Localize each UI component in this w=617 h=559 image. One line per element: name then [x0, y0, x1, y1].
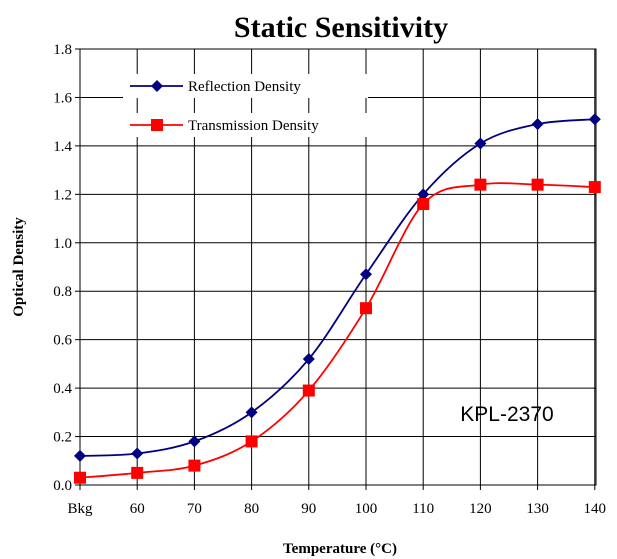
x-tick-label: 100 [355, 501, 378, 517]
data-point [245, 435, 258, 448]
data-point [474, 137, 487, 150]
series-line [79, 182, 595, 479]
data-point [360, 268, 372, 281]
y-axis-title: Optical Density [11, 217, 27, 317]
legend-label: Reflection Density [188, 79, 301, 95]
y-tick-label: 0.4 [53, 381, 72, 397]
chart-title: Static Sensitivity [234, 11, 448, 44]
x-tick-label: 70 [187, 501, 202, 517]
data-point [531, 178, 544, 191]
data-point [417, 198, 430, 211]
legend: Reflection Density Transmission Density [123, 74, 368, 137]
data-point [588, 113, 601, 126]
legend-item: Transmission Density [123, 113, 368, 137]
data-point [131, 447, 144, 460]
y-tick-label: 1.0 [53, 236, 72, 252]
data-point [74, 449, 86, 462]
legend-label: Transmission Density [188, 118, 319, 134]
x-tick-label: 120 [469, 501, 492, 517]
data-point [417, 188, 430, 201]
legend-marker [151, 119, 163, 131]
data-point [588, 181, 601, 194]
data-point [302, 353, 315, 366]
y-tick-label: 1.6 [53, 90, 72, 106]
series-line [79, 118, 595, 457]
data-point [74, 471, 86, 484]
series-layer [74, 113, 601, 484]
x-tick-label: 90 [301, 501, 316, 517]
y-tick-label: 0.8 [53, 284, 72, 300]
x-axis-title: Temperature (°C) [283, 541, 397, 557]
axis-ticks: 0.0 0.2 0.4 0.6 0.8 1.0 1.2 1.4 1.6 1.8 Bkg 60 70 80 9… [53, 42, 606, 517]
x-tick-label: 110 [412, 501, 434, 517]
chart-annotation: KPL-2370 [460, 403, 553, 426]
data-point [360, 302, 372, 315]
y-tick-label: 0.2 [53, 430, 72, 446]
data-point [131, 466, 144, 479]
legend-item: Reflection Density [123, 74, 368, 98]
data-point [531, 118, 544, 131]
data-point [474, 178, 487, 191]
y-tick-label: 0.6 [53, 333, 72, 349]
plot-area-frame [79, 48, 597, 486]
y-tick-label: 1.2 [53, 187, 72, 203]
data-point [245, 406, 258, 419]
data-point [302, 384, 315, 397]
x-tick-label: Bkg [67, 501, 93, 517]
y-tick-label: 1.4 [53, 139, 72, 155]
x-tick-label: 60 [130, 501, 145, 517]
legend-marker [151, 80, 163, 92]
series-reflection [74, 113, 601, 462]
x-tick-label: 80 [244, 501, 259, 517]
y-tick-label: 1.8 [53, 42, 72, 58]
data-point [188, 435, 201, 448]
y-tick-label: 0.0 [53, 478, 72, 494]
x-tick-label: 130 [526, 501, 549, 517]
data-point [188, 459, 201, 472]
series-transmission [74, 178, 601, 484]
x-tick-label: 140 [584, 501, 607, 517]
